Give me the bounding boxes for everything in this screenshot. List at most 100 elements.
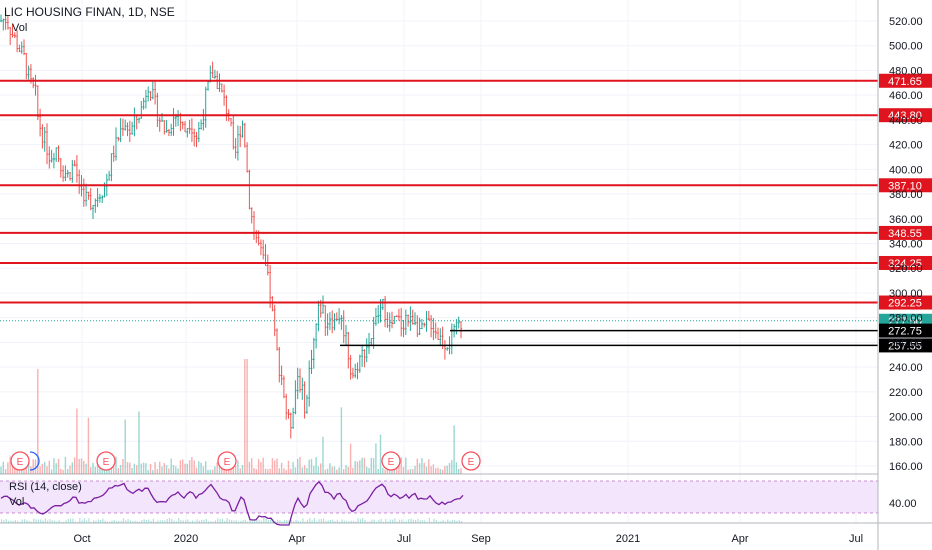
rsi-volume-label: Vol bbox=[9, 496, 25, 508]
volume-bar bbox=[207, 469, 209, 474]
rsi-volume-bar bbox=[178, 518, 180, 523]
rsi-volume-bar bbox=[219, 519, 221, 523]
volume-bar bbox=[370, 457, 372, 474]
volume-bar bbox=[9, 456, 11, 474]
rsi-volume-bar bbox=[350, 520, 352, 523]
volume-bar bbox=[251, 458, 253, 474]
volume-bar bbox=[122, 458, 124, 474]
volume-bar bbox=[336, 469, 338, 474]
rsi-volume-bar bbox=[339, 521, 341, 523]
rsi-volume-bar bbox=[392, 519, 394, 523]
rsi-volume-bar bbox=[217, 518, 219, 523]
level-price-label: 387.10 bbox=[888, 180, 922, 192]
volume-bar bbox=[32, 459, 34, 474]
rsi-volume-bar bbox=[109, 521, 111, 523]
x-tick-label: Sep bbox=[471, 533, 491, 545]
y-tick-label: 320.00 bbox=[889, 263, 923, 275]
volume-bar bbox=[416, 458, 418, 474]
volume-bar bbox=[62, 469, 64, 474]
rsi-volume-bar bbox=[396, 521, 398, 523]
volume-bar bbox=[124, 419, 126, 474]
rsi-volume-bar bbox=[221, 518, 223, 523]
rsi-volume-bar bbox=[104, 520, 106, 523]
volume-bar bbox=[0, 466, 2, 474]
rsi-volume-bar bbox=[256, 520, 258, 523]
volume-bar bbox=[297, 458, 299, 474]
volume-bar bbox=[71, 462, 73, 474]
rsi-volume-bar bbox=[162, 520, 164, 523]
rsi-volume-bar bbox=[58, 520, 60, 523]
earnings-label: E bbox=[388, 457, 395, 468]
dividend-icon bbox=[29, 451, 40, 471]
volume-bar bbox=[407, 469, 409, 474]
rsi-volume-bar bbox=[65, 520, 67, 523]
volume-bar bbox=[356, 461, 359, 474]
volume-bar bbox=[241, 464, 244, 474]
volume-bar bbox=[234, 465, 237, 474]
level-price-label: 324.25 bbox=[888, 258, 922, 270]
rsi-volume-bar bbox=[196, 519, 198, 523]
rsi-volume-bar bbox=[175, 521, 177, 523]
volume-bar bbox=[324, 469, 326, 474]
rsi-volume-bar bbox=[382, 521, 384, 523]
rsi-volume-bar bbox=[300, 521, 302, 523]
rsi-volume-bar bbox=[290, 519, 292, 523]
volume-bar bbox=[34, 459, 37, 474]
rsi-volume-bar bbox=[95, 520, 97, 523]
rsi-volume-bar bbox=[127, 519, 129, 523]
volume-bar bbox=[260, 461, 262, 474]
rsi-volume-bar bbox=[362, 518, 364, 523]
rsi-volume-bar bbox=[263, 518, 265, 523]
rsi-volume-bar bbox=[152, 518, 154, 523]
rsi-volume-bar bbox=[385, 519, 387, 523]
volume-bar bbox=[27, 463, 30, 474]
volume-bar bbox=[211, 469, 214, 474]
rsi-volume-bar bbox=[187, 519, 189, 523]
chart-title: LIC HOUSING FINAN, 1D, NSE bbox=[4, 5, 175, 19]
rsi-volume-bar bbox=[139, 521, 141, 523]
volume-bar bbox=[170, 458, 172, 474]
rsi-volume-bar bbox=[408, 519, 410, 523]
rsi-volume-bar bbox=[389, 519, 391, 523]
y-tick-label: 380.00 bbox=[889, 189, 923, 201]
volume-bar bbox=[421, 458, 423, 474]
volume-bar bbox=[368, 468, 370, 474]
rsi-volume-bar bbox=[398, 519, 401, 523]
volume-bar bbox=[55, 463, 57, 474]
rsi-volume-bar bbox=[304, 521, 306, 523]
volume-bar bbox=[432, 464, 435, 474]
volume-bar bbox=[269, 468, 271, 474]
rsi-volume-bar bbox=[309, 518, 311, 523]
level-price-label: 292.25 bbox=[888, 298, 922, 310]
level-price-tag bbox=[879, 295, 932, 310]
rsi-volume-bar bbox=[44, 518, 46, 523]
volume-bar bbox=[255, 469, 257, 474]
rsi-panel bbox=[0, 480, 878, 526]
volume-bar bbox=[103, 469, 106, 474]
rsi-volume-bar bbox=[431, 521, 433, 523]
volume-bar bbox=[331, 466, 333, 474]
volume-bar bbox=[345, 465, 347, 474]
volume-bar bbox=[90, 467, 92, 474]
volume-bar bbox=[172, 464, 175, 474]
rsi-volume-bar bbox=[311, 520, 313, 523]
rsi-volume-bar bbox=[394, 518, 396, 523]
rsi-volume-bar bbox=[272, 518, 274, 523]
rsi-volume-bar bbox=[244, 519, 246, 523]
y-tick-label: 360.00 bbox=[889, 214, 923, 226]
volume-bar bbox=[80, 458, 83, 474]
volume-bar bbox=[375, 443, 377, 474]
volume-bar bbox=[149, 463, 152, 474]
rsi-volume-bar bbox=[313, 518, 315, 523]
volume-bar bbox=[444, 466, 446, 474]
volume-bar bbox=[271, 458, 274, 474]
volume-bar bbox=[140, 463, 142, 474]
volume-bar bbox=[333, 466, 336, 474]
rsi-label: RSI (14, close) bbox=[9, 481, 82, 493]
rsi-volume-bar bbox=[53, 520, 56, 523]
rsi-volume-bar bbox=[438, 521, 440, 523]
volume-bar bbox=[423, 462, 425, 474]
rsi-line bbox=[0, 480, 464, 526]
volume-bar bbox=[76, 408, 78, 474]
